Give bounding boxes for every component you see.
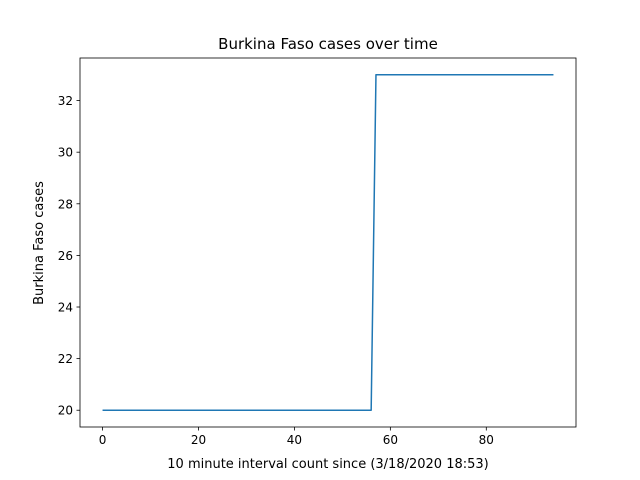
- x-tick-label-20: 20: [191, 433, 206, 447]
- x-axis-label: 10 minute interval count since (3/18/202…: [167, 457, 488, 472]
- y-tick-label-26: 26: [58, 249, 73, 263]
- y-tick-label-20: 20: [58, 404, 73, 418]
- axes-frame: [79, 57, 577, 428]
- x-tick-label-80: 80: [479, 433, 494, 447]
- y-tick-label-30: 30: [58, 146, 73, 160]
- x-tick-label-0: 0: [99, 433, 107, 447]
- y-tick-label-24: 24: [58, 301, 73, 315]
- x-tick-label-60: 60: [383, 433, 398, 447]
- y-tick-label-32: 32: [58, 94, 73, 108]
- plot-area: 0 20 40 60 80 20 22 24 26 28 30 32: [58, 57, 577, 447]
- y-tick-label-22: 22: [58, 352, 73, 366]
- y-tick-label-28: 28: [58, 197, 73, 211]
- series-line-0: [102, 74, 554, 411]
- chart-title: Burkina Faso cases over time: [218, 35, 438, 53]
- x-tick-label-40: 40: [287, 433, 302, 447]
- y-axis-label: Burkina Faso cases: [32, 181, 47, 305]
